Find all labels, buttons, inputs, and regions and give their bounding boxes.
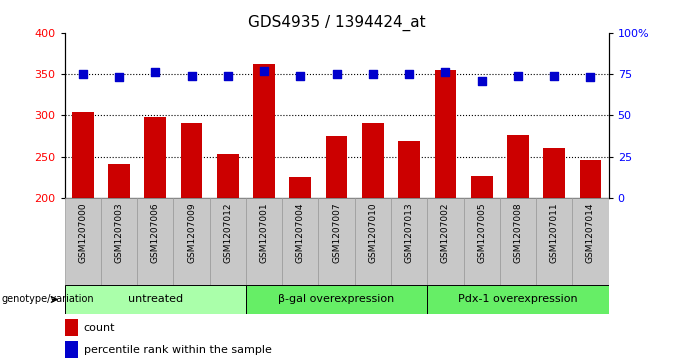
Bar: [253, 64, 275, 198]
Bar: [101, 198, 137, 285]
Point: [549, 73, 560, 78]
Bar: [543, 148, 565, 198]
Bar: [427, 198, 464, 285]
Bar: [471, 176, 492, 198]
Bar: [500, 198, 536, 285]
Text: GSM1207012: GSM1207012: [223, 202, 233, 263]
Bar: [318, 198, 355, 285]
Point: [585, 74, 596, 80]
Bar: [65, 285, 246, 314]
Point: [150, 69, 160, 75]
Bar: [246, 198, 282, 285]
Point: [513, 73, 524, 78]
Text: GSM1207009: GSM1207009: [187, 202, 196, 263]
Bar: [391, 198, 427, 285]
Point: [78, 71, 88, 77]
Bar: [65, 198, 101, 285]
Bar: [65, 341, 78, 358]
Bar: [464, 198, 500, 285]
Bar: [579, 160, 601, 198]
Text: GSM1207000: GSM1207000: [78, 202, 87, 263]
Bar: [326, 136, 347, 198]
Bar: [536, 198, 573, 285]
Text: GSM1207008: GSM1207008: [513, 202, 522, 263]
Bar: [173, 198, 209, 285]
Text: GSM1207006: GSM1207006: [151, 202, 160, 263]
Text: GSM1207007: GSM1207007: [332, 202, 341, 263]
Title: GDS4935 / 1394424_at: GDS4935 / 1394424_at: [248, 15, 426, 31]
Text: GSM1207011: GSM1207011: [549, 202, 559, 263]
Text: GSM1207004: GSM1207004: [296, 202, 305, 263]
Bar: [209, 198, 246, 285]
Point: [114, 74, 124, 80]
Bar: [362, 123, 384, 198]
Point: [186, 73, 197, 78]
Point: [258, 68, 269, 74]
Bar: [573, 198, 609, 285]
Bar: [398, 141, 420, 198]
Bar: [290, 177, 311, 198]
Bar: [355, 198, 391, 285]
Text: β-gal overexpression: β-gal overexpression: [279, 294, 394, 305]
Bar: [507, 135, 529, 198]
Bar: [246, 285, 427, 314]
Point: [367, 71, 378, 77]
Bar: [108, 164, 130, 198]
Text: GSM1207010: GSM1207010: [369, 202, 377, 263]
Text: genotype/variation: genotype/variation: [1, 294, 94, 305]
Bar: [72, 112, 94, 198]
Point: [295, 73, 306, 78]
Bar: [144, 117, 166, 198]
Point: [404, 71, 415, 77]
Bar: [181, 123, 203, 198]
Bar: [427, 285, 609, 314]
Text: GSM1207013: GSM1207013: [405, 202, 413, 263]
Point: [222, 73, 233, 78]
Bar: [137, 198, 173, 285]
Text: untreated: untreated: [128, 294, 183, 305]
Text: GSM1207014: GSM1207014: [586, 202, 595, 263]
Text: GSM1207003: GSM1207003: [114, 202, 124, 263]
Text: count: count: [84, 323, 115, 333]
Text: GSM1207001: GSM1207001: [260, 202, 269, 263]
Bar: [217, 154, 239, 198]
Bar: [65, 319, 78, 336]
Point: [476, 78, 487, 83]
Text: GSM1207005: GSM1207005: [477, 202, 486, 263]
Bar: [282, 198, 318, 285]
Point: [331, 71, 342, 77]
Text: GSM1207002: GSM1207002: [441, 202, 450, 263]
Bar: [435, 70, 456, 198]
Text: Pdx-1 overexpression: Pdx-1 overexpression: [458, 294, 578, 305]
Text: percentile rank within the sample: percentile rank within the sample: [84, 345, 271, 355]
Point: [440, 69, 451, 75]
